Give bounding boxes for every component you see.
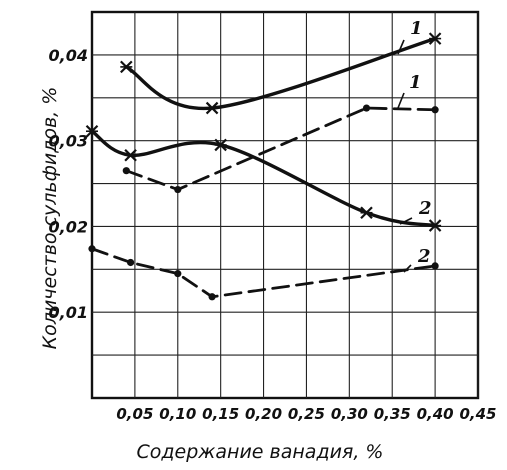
y-tick-label: 0,02: [49, 217, 88, 236]
y-tick-label: 0,03: [49, 132, 88, 151]
series-line-4: [90, 247, 437, 299]
x-tick-label: 0,05: [116, 405, 153, 423]
x-tick-label: 0,10: [159, 405, 196, 423]
series-label-leader: [397, 92, 405, 109]
data-point: [85, 124, 99, 138]
series-label-leader: [403, 264, 412, 273]
data-point: [124, 148, 137, 162]
x-axis-label: Содержание ванадия, %: [137, 441, 384, 463]
data-point: [428, 219, 442, 232]
series-label-2: 1: [409, 72, 422, 93]
tick-labels: 0,05 0,10 0,15 0,20 0,25 0,30 0,35 0,40 0,45 0,01…: [49, 46, 497, 423]
x-tick-label: 0,45: [459, 405, 496, 423]
data-point: [431, 106, 439, 114]
data-point: [122, 167, 130, 175]
series-label-leader: [399, 217, 413, 225]
series-label-3: 2: [418, 198, 432, 219]
series-label-4: 2: [417, 246, 431, 267]
series-line-1: [124, 36, 437, 111]
y-tick-label: 0,01: [49, 303, 88, 322]
data-point: [360, 206, 373, 219]
grid: [90, 10, 480, 400]
data-point: [127, 258, 135, 267]
y-tick-label: 0,04: [49, 46, 88, 65]
marker-layer: [85, 32, 442, 301]
data-point: [431, 262, 439, 270]
data-point: [214, 138, 227, 152]
x-tick-label: 0,35: [374, 405, 411, 423]
series-label-1: 1: [410, 18, 423, 39]
series-layer: [90, 36, 437, 299]
data-point: [120, 60, 133, 74]
x-tick-label: 0,20: [245, 405, 282, 423]
data-point: [174, 270, 182, 278]
series-line-3: [90, 129, 437, 228]
y-axis-label: Количество сульфидов, %: [39, 87, 61, 350]
data-point: [208, 293, 216, 301]
x-tick-label: 0,25: [288, 405, 325, 423]
x-tick-label: 0,40: [417, 405, 454, 423]
series-labels: 1 1 2 2: [397, 18, 432, 273]
x-tick-label: 0,15: [202, 405, 239, 423]
data-point: [362, 104, 371, 112]
data-point: [88, 245, 96, 253]
data-point: [428, 32, 442, 45]
data-point: [205, 101, 219, 115]
series-label-leader: [397, 39, 405, 55]
data-point: [174, 185, 182, 194]
x-tick-label: 0,30: [331, 405, 368, 423]
series-line-2: [124, 106, 437, 191]
